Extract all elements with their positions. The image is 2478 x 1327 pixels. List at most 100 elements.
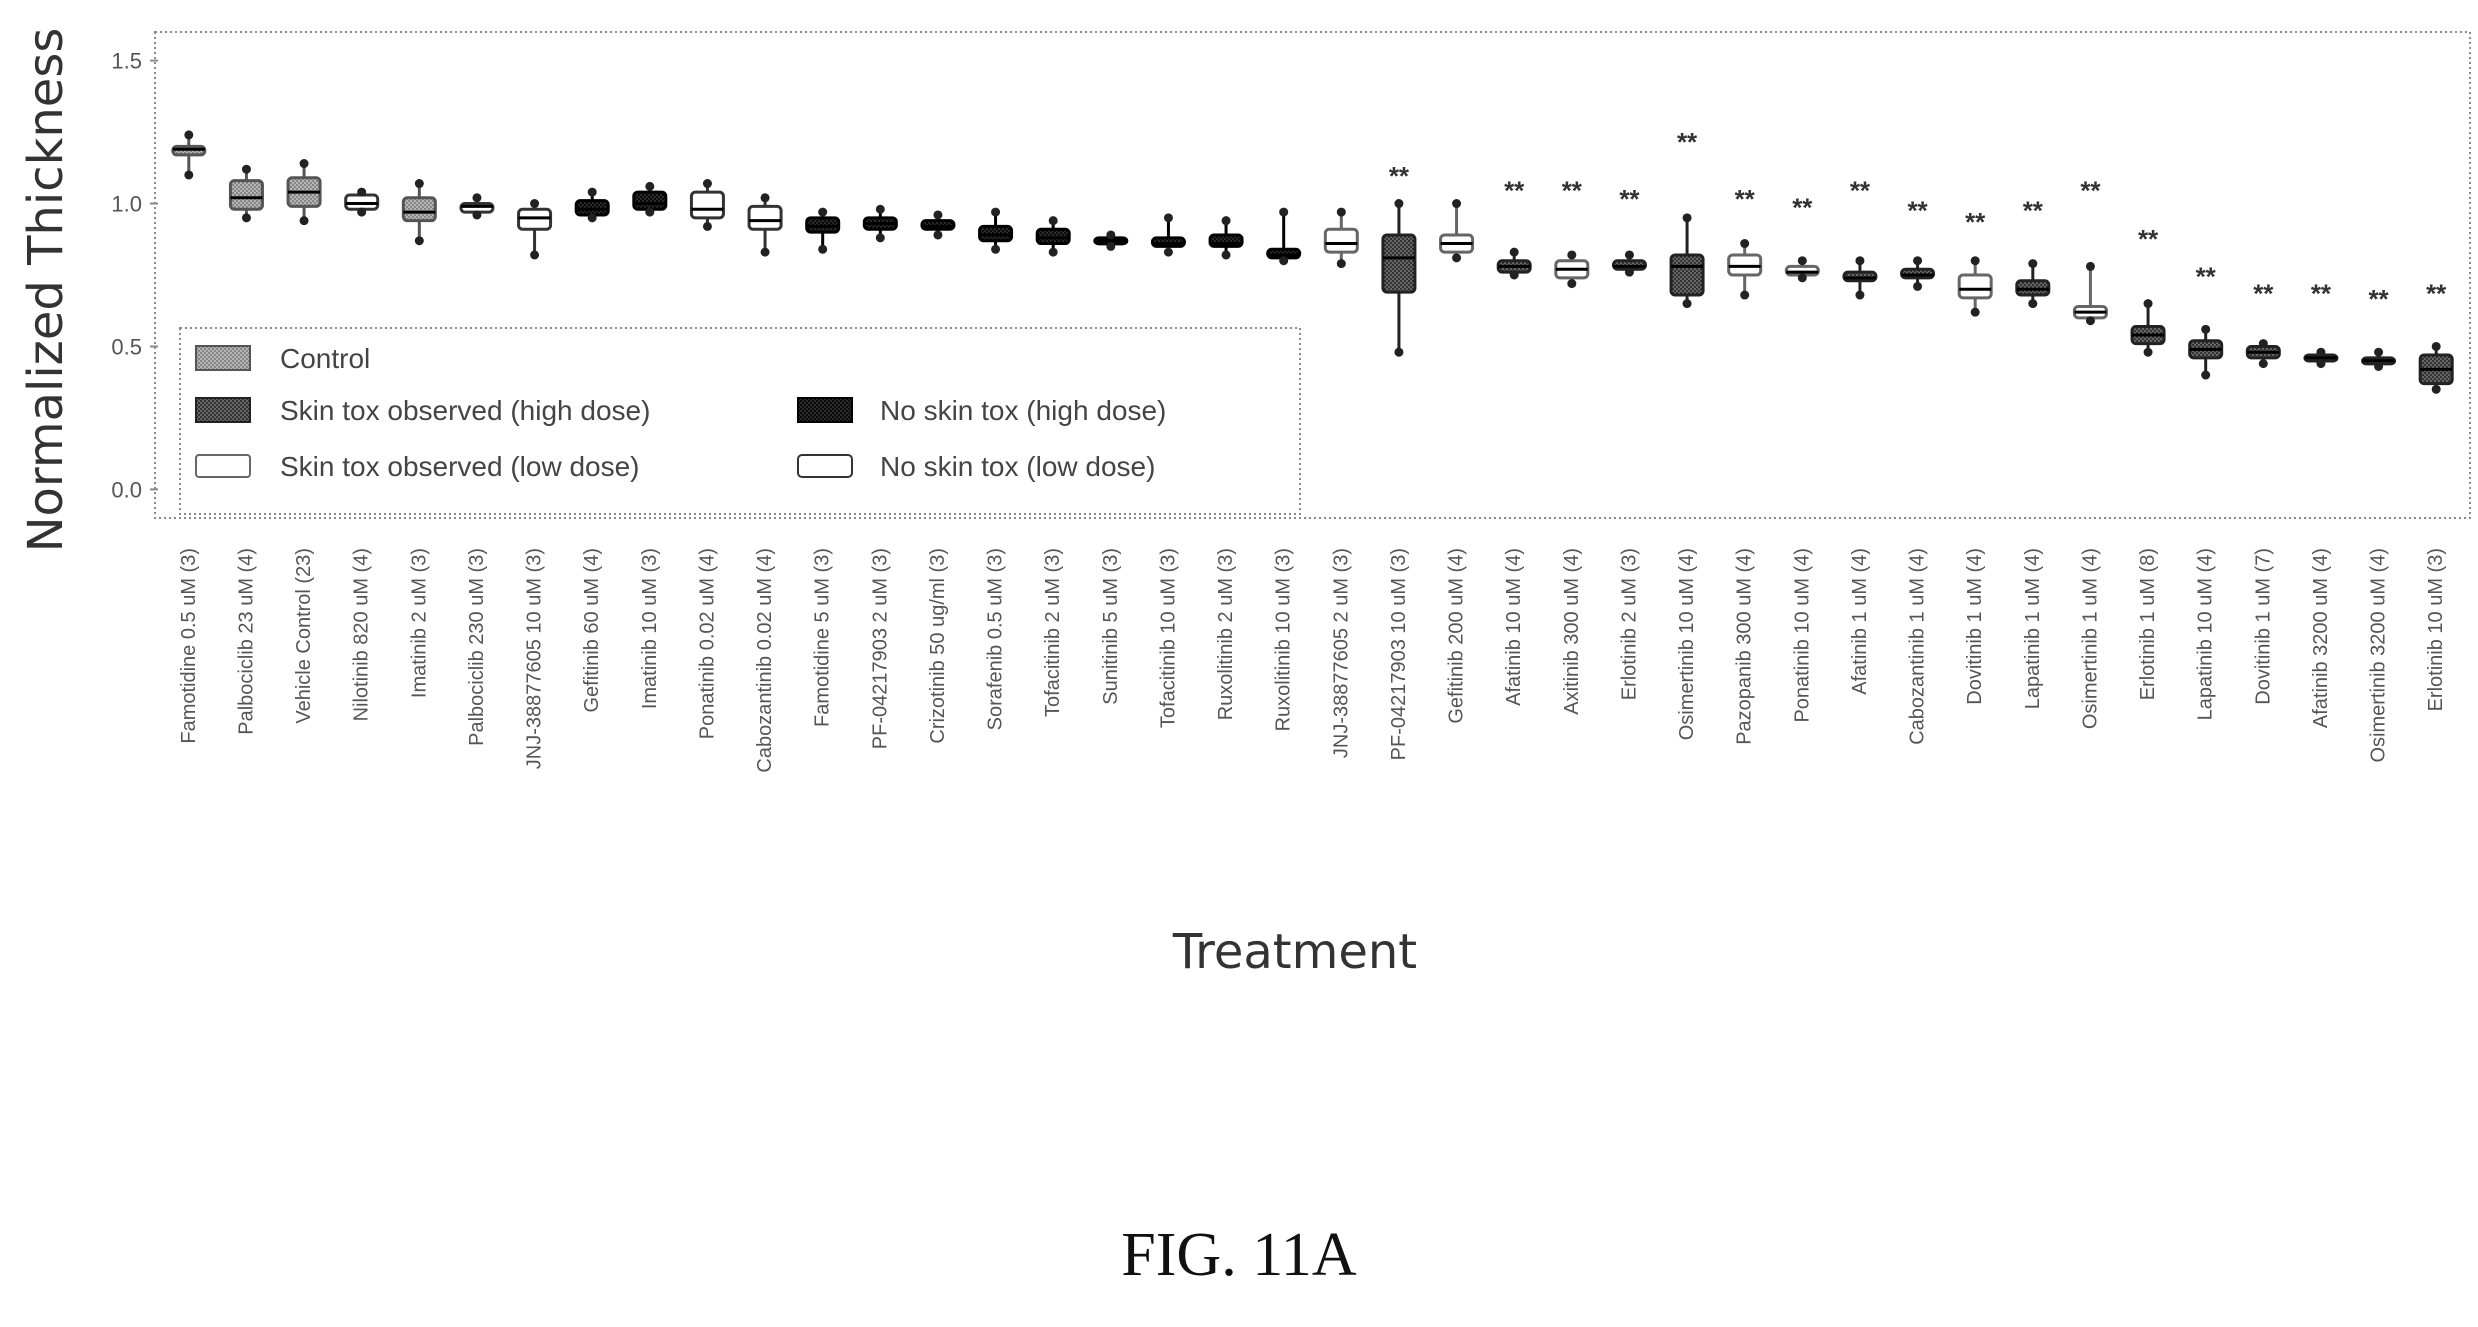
x-tick-label: Cabozantinib 1 uM (4) [1907,548,1929,745]
box-mark [1268,208,1300,266]
x-tick-label: Erlotinib 10 uM (3) [2425,548,2447,711]
x-tick-label: Tofacitinib 2 uM (3) [1042,548,1064,717]
box-outlier-point [1855,291,1864,300]
x-tick-label: Nilotinib 820 uM (4) [351,548,373,721]
box-mark [1729,239,1761,299]
box-outlier-point [1279,256,1288,265]
significance-marker: ** [2196,261,2217,291]
box-outlier-point [1510,248,1519,257]
x-tick-label: JNJ-38877605 2 uM (3) [1330,548,1352,758]
legend-label-control: Control [280,343,370,374]
x-tick-label: Lapatinib 10 uM (4) [2195,548,2217,720]
box-outlier-point [242,165,251,174]
box-outlier-point [1683,299,1692,308]
box-outlier-point [1971,256,1980,265]
significance-marker: ** [2311,278,2332,308]
box-outlier-point [2201,371,2210,380]
box-outlier-point [1971,308,1980,317]
x-tick-label: PF-04217903 2 uM (3) [869,548,891,749]
box-outlier-point [991,208,1000,217]
box-outlier-point [2028,259,2037,268]
x-tick-label: Palbociclib 23 uM (4) [235,548,257,735]
box-outlier-point [703,179,712,188]
box-outlier-point [1337,208,1346,217]
box-outlier-point [1798,273,1807,282]
x-tick-label: Crizotinib 50 ug/ml (3) [927,548,949,744]
significance-marker: ** [1850,176,1871,206]
box-mark [346,188,378,217]
box-mark [1498,248,1530,280]
box-mark [1210,216,1242,259]
x-tick-label: Dovitinib 1 uM (7) [2252,548,2274,705]
box-body [1383,235,1415,292]
x-tick-label: Ruxolitinib 10 uM (3) [1273,548,1295,731]
box-outlier-point [357,188,366,197]
box-outlier-point [1567,279,1576,288]
significance-marker: ** [1907,196,1928,226]
box-outlier-point [1394,199,1403,208]
box-mark [1556,250,1588,288]
y-tick-label: 1.5 [111,49,142,74]
significance-marker: ** [1677,127,1698,157]
significance-marker: ** [1965,207,1986,237]
box-outlier-point [2144,299,2153,308]
x-tick-label: Osimertinib 3200 uM (4) [2368,548,2390,763]
x-tick-label: Osimertinib 10 uM (4) [1676,548,1698,740]
box-outlier-point [703,222,712,231]
box-mark [2420,342,2452,394]
box-outlier-point [818,245,827,254]
box-outlier-point [530,250,539,259]
x-axis-title: Treatment [1172,924,1417,980]
x-tick-label: Vehicle Control (23) [293,548,315,724]
box-outlier-point [1913,282,1922,291]
box-mark [1902,256,1934,291]
significance-marker: ** [1562,176,1583,206]
box-outlier-point [2374,362,2383,371]
box-outlier-point [184,170,193,179]
box-outlier-point [991,245,1000,254]
significance-marker: ** [2426,278,2447,308]
x-tick-label: Gefitinib 200 uM (4) [1446,548,1468,724]
box-outlier-point [2259,339,2268,348]
box-outlier-point [2374,348,2383,357]
box-mark [1037,216,1069,256]
box-outlier-point [2259,359,2268,368]
box-outlier-point [1222,250,1231,259]
box-outlier-point [1567,250,1576,259]
box-mark [576,188,608,223]
box-body [749,206,781,229]
box-outlier-point [1452,253,1461,262]
box-outlier-point [1106,242,1115,251]
box-outlier-point [2086,262,2095,271]
box-body [1325,229,1357,252]
box-outlier-point [761,248,770,257]
x-tick-label: Imatinib 2 uM (3) [408,548,430,698]
x-tick-label: Sorafenib 0.5 uM (3) [985,548,1007,730]
box-outlier-point [530,199,539,208]
legend-label-tox-low: Skin tox observed (low dose) [280,451,640,482]
box-outlier-point [1222,216,1231,225]
y-tick-label: 0.0 [111,477,142,502]
box-outlier-point [1049,216,1058,225]
significance-marker: ** [1389,161,1410,191]
box-outlier-point [876,205,885,214]
x-tick-label: Palbociclib 230 uM (3) [466,548,488,746]
x-tick-label: Gefitinib 60 uM (4) [581,548,603,713]
significance-marker: ** [2368,284,2389,314]
legend-label-notox-low: No skin tox (low dose) [880,451,1155,482]
legend-label-tox-high: Skin tox observed (high dose) [280,395,650,426]
box-body [403,198,435,221]
box-outlier-point [645,208,654,217]
x-tick-label: Ponatinib 10 uM (4) [1791,548,1813,723]
x-tick-label: Sunitinib 5 uM (3) [1100,548,1122,705]
box-outlier-point [1164,213,1173,222]
box-outlier-point [1683,213,1692,222]
box-mark [461,193,493,219]
box-mark [864,205,896,243]
box-body [230,181,262,210]
box-outlier-point [933,230,942,239]
box-outlier-point [2432,385,2441,394]
significance-marker: ** [1735,184,1756,214]
x-axis-category-labels: Famotidine 0.5 uM (3) Palbociclib 23 uM (… [178,548,2447,773]
